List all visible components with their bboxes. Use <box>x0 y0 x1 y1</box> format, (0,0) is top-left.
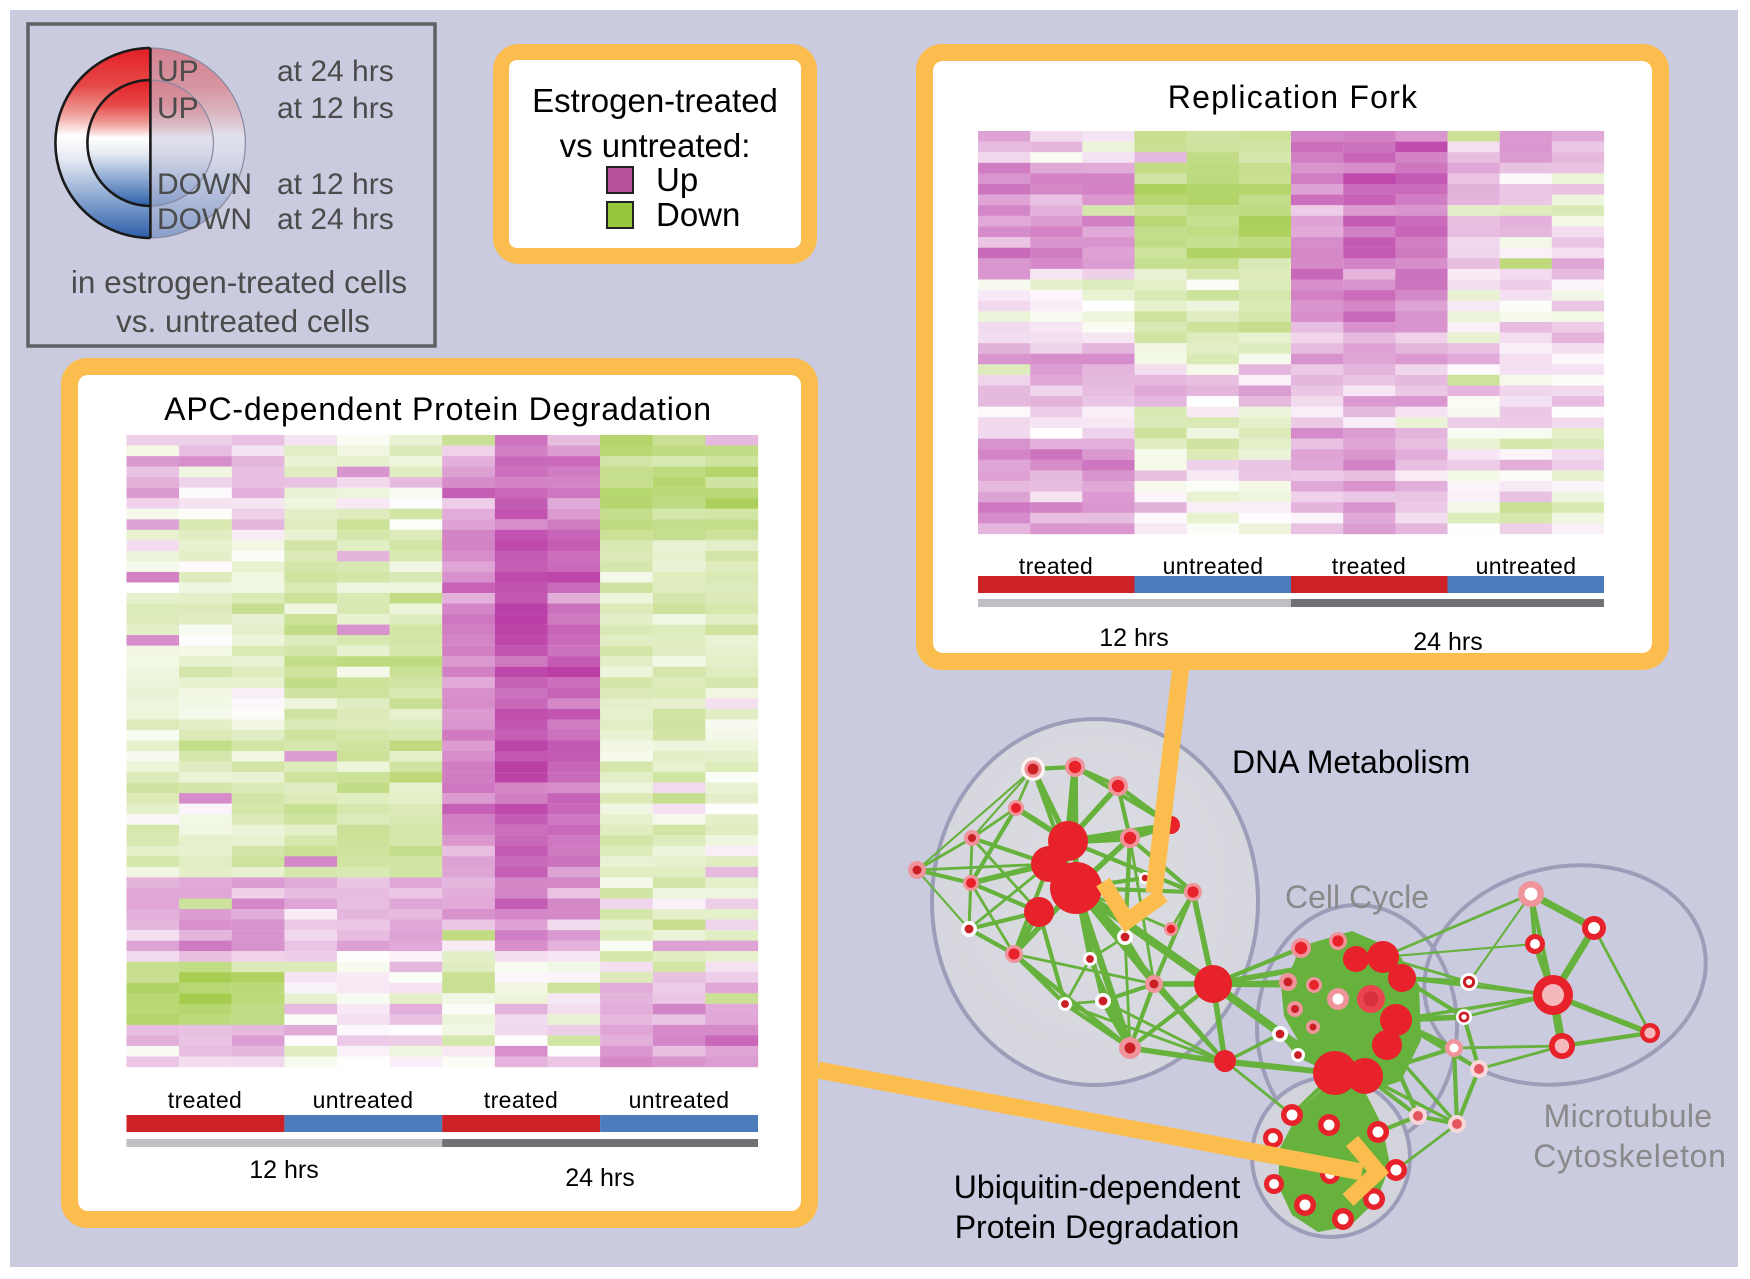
svg-text:untreated: untreated <box>1476 553 1577 579</box>
svg-text:Microtubule: Microtubule <box>1544 1098 1713 1134</box>
svg-text:Replication Fork: Replication Fork <box>1168 79 1418 115</box>
svg-text:Estrogen-treated: Estrogen-treated <box>532 82 778 119</box>
svg-text:untreated: untreated <box>629 1087 730 1113</box>
svg-text:Protein Degradation: Protein Degradation <box>955 1209 1240 1245</box>
svg-text:in estrogen-treated cells: in estrogen-treated cells <box>71 264 407 300</box>
svg-text:vs untreated:: vs untreated: <box>560 127 751 164</box>
svg-text:DOWN: DOWN <box>157 168 252 201</box>
svg-text:UP: UP <box>157 92 199 125</box>
svg-text:at 12 hrs: at 12 hrs <box>277 92 394 125</box>
svg-text:treated: treated <box>484 1087 558 1113</box>
svg-text:vs. untreated cells: vs. untreated cells <box>116 303 370 339</box>
svg-text:Down: Down <box>656 196 740 233</box>
svg-text:treated: treated <box>1019 553 1093 579</box>
svg-text:treated: treated <box>1332 553 1406 579</box>
svg-text:24 hrs: 24 hrs <box>565 1164 634 1192</box>
svg-text:Cell Cycle: Cell Cycle <box>1285 879 1429 915</box>
svg-text:12 hrs: 12 hrs <box>249 1156 318 1184</box>
svg-text:12 hrs: 12 hrs <box>1099 624 1168 652</box>
svg-text:APC-dependent Protein Degradat: APC-dependent Protein Degradation <box>164 391 712 427</box>
svg-text:treated: treated <box>168 1087 242 1113</box>
svg-text:24 hrs: 24 hrs <box>1413 628 1482 656</box>
svg-text:Ubiquitin-dependent: Ubiquitin-dependent <box>954 1169 1241 1205</box>
svg-text:Cytoskeleton: Cytoskeleton <box>1533 1138 1726 1174</box>
svg-text:untreated: untreated <box>1163 553 1264 579</box>
svg-text:untreated: untreated <box>313 1087 414 1113</box>
svg-text:DNA Metabolism: DNA Metabolism <box>1232 744 1470 780</box>
svg-text:at 24 hrs: at 24 hrs <box>277 55 394 88</box>
svg-text:at 24 hrs: at 24 hrs <box>277 203 394 236</box>
svg-text:at 12 hrs: at 12 hrs <box>277 168 394 201</box>
svg-text:Up: Up <box>656 161 698 198</box>
svg-text:DOWN: DOWN <box>157 203 252 236</box>
svg-text:UP: UP <box>157 55 199 88</box>
